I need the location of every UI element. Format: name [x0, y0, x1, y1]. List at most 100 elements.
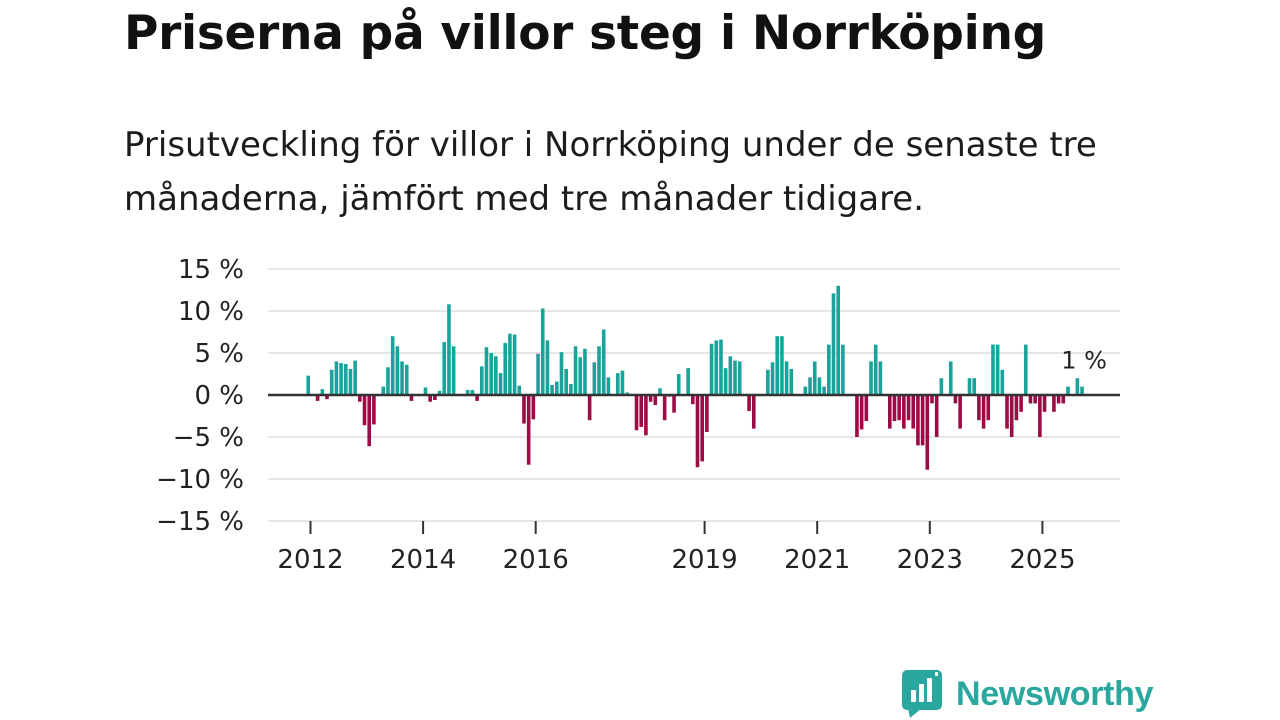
bar — [1080, 386, 1084, 395]
bar — [859, 395, 864, 430]
x-tick-label: 2019 — [672, 545, 738, 575]
bar — [958, 395, 962, 429]
bar — [451, 346, 456, 395]
bar — [972, 378, 976, 395]
bar — [676, 374, 681, 395]
bar — [470, 389, 475, 395]
bar — [869, 361, 873, 395]
chart-title: Priserna på villor steg i Norrköping — [124, 6, 1046, 61]
x-tick-label: 2016 — [503, 545, 569, 575]
brand-logo: Newsworthy — [902, 668, 1154, 720]
bar — [508, 333, 512, 395]
bar — [362, 395, 367, 426]
bar — [1061, 395, 1066, 404]
bar — [484, 347, 489, 395]
bar — [1005, 395, 1009, 429]
x-tick-label: 2014 — [390, 545, 456, 575]
bar — [686, 368, 690, 395]
bar — [639, 395, 644, 427]
bar — [977, 395, 981, 421]
bar — [512, 334, 517, 395]
bar — [578, 357, 583, 395]
bar — [334, 361, 339, 395]
y-tick-label: −5 % — [173, 423, 244, 453]
y-tick-label: −10 % — [156, 465, 244, 495]
bar — [770, 362, 775, 395]
bar — [925, 395, 930, 470]
bar — [948, 361, 953, 395]
bar — [878, 361, 883, 395]
bar — [564, 368, 568, 395]
bar — [320, 389, 325, 395]
bar — [329, 369, 334, 395]
bar — [653, 395, 658, 406]
bar — [775, 336, 780, 395]
bar — [827, 344, 831, 395]
bar — [812, 361, 817, 395]
bar — [503, 342, 508, 395]
bar — [522, 395, 526, 424]
bar — [766, 369, 770, 395]
bar — [540, 308, 545, 395]
bar — [1023, 344, 1028, 395]
newsworthy-logo-icon — [902, 670, 942, 718]
bar — [437, 390, 442, 395]
bar — [911, 395, 916, 429]
bar — [1009, 395, 1014, 437]
bar — [442, 342, 447, 395]
bar — [569, 384, 573, 395]
bar — [967, 378, 972, 395]
bar — [348, 368, 353, 395]
bar — [855, 395, 859, 437]
x-tick-label: 2012 — [277, 545, 343, 575]
bar — [836, 285, 840, 395]
bar — [784, 361, 789, 395]
bar — [658, 388, 662, 395]
y-tick-label: 15 % — [178, 255, 244, 285]
bar — [737, 361, 742, 395]
bar — [916, 395, 920, 446]
bar — [625, 392, 629, 395]
bar — [400, 361, 404, 395]
bar — [892, 395, 897, 422]
bar — [803, 386, 808, 395]
bar — [601, 329, 606, 395]
bar-chart: −15 % −10 % −5 % 0 % 5 % 10 % 15 % 2012 2014 2016… — [156, 255, 1120, 575]
bar — [920, 395, 925, 446]
bar — [395, 346, 400, 395]
bar — [986, 395, 991, 421]
bar — [672, 395, 676, 413]
bar — [1019, 395, 1023, 412]
bar — [479, 366, 484, 395]
bar — [780, 336, 784, 395]
bar — [447, 304, 451, 395]
bar — [536, 353, 540, 395]
bar — [789, 368, 794, 395]
bar — [981, 395, 986, 429]
x-tick-label: 2021 — [784, 545, 850, 575]
bar — [545, 340, 550, 395]
bar — [1038, 395, 1042, 437]
bar — [404, 364, 409, 395]
y-tick-label: 5 % — [194, 339, 244, 369]
bar — [1033, 395, 1037, 404]
x-tick-label: 2025 — [1009, 545, 1075, 575]
bar — [695, 395, 700, 468]
bar — [555, 381, 559, 395]
bar — [897, 395, 901, 421]
bar — [1028, 395, 1033, 404]
bar — [728, 356, 733, 395]
bar — [1042, 395, 1047, 412]
bar — [831, 293, 836, 395]
y-tick-label: 0 % — [194, 381, 244, 411]
bar — [489, 353, 493, 395]
x-tick-label: 2023 — [897, 545, 963, 575]
bar — [817, 377, 822, 395]
brand-name: Newsworthy — [956, 674, 1154, 713]
bar — [939, 378, 944, 395]
bar — [475, 395, 479, 401]
bar — [339, 363, 343, 395]
last-value-annotation: 1 % — [1061, 347, 1107, 375]
bar — [587, 395, 592, 421]
bar — [465, 389, 470, 395]
